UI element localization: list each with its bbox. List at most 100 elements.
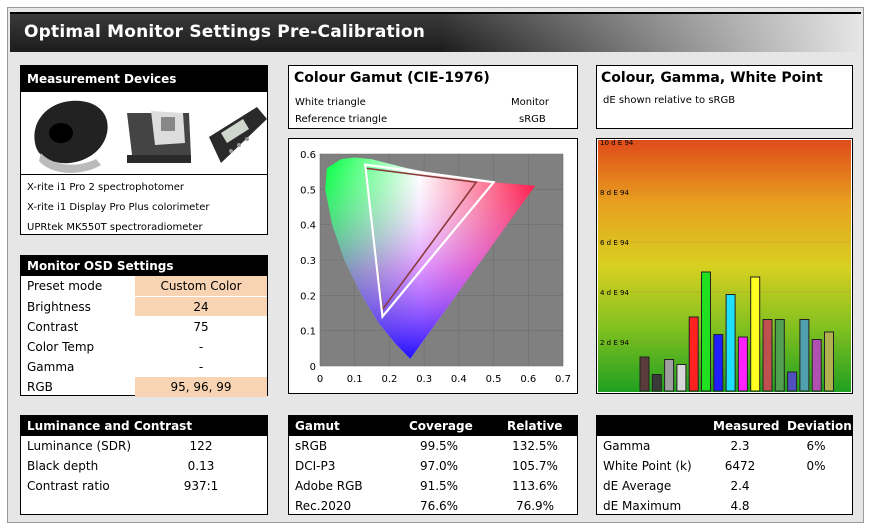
cgw-subtitle: dE shown relative to sRGB xyxy=(603,95,736,106)
x-tick-label: 0.3 xyxy=(416,374,432,385)
x-tick-label: 0.7 xyxy=(555,374,571,385)
luminance-row: Luminance (SDR) 122 xyxy=(21,436,267,456)
de-bar xyxy=(664,359,675,392)
osd-setting-label: Color Temp xyxy=(27,340,95,354)
de-bar xyxy=(824,331,834,392)
gamut-coverage: 99.5% xyxy=(419,439,459,453)
de-bar xyxy=(688,316,699,392)
osd-settings-header: Monitor OSD Settings xyxy=(21,256,267,276)
luminance-row: Contrast ratio 937:1 xyxy=(21,476,267,496)
luminance-label: Black depth xyxy=(27,459,99,473)
y-tick-label: 8 d E 94 xyxy=(600,189,629,197)
device-item: UPRtek MK550T spectroradiometer xyxy=(21,218,267,238)
measurement-label: dE Maximum xyxy=(603,499,682,513)
gamut-row: Adobe RGB 91.5% 113.6% xyxy=(289,476,577,496)
de-bar xyxy=(651,374,662,392)
measurement-value: 6472 xyxy=(724,459,756,473)
de-bar xyxy=(725,294,736,392)
osd-setting-row: Contrast 75 xyxy=(21,316,267,337)
measurement-table-header: Measured Deviation xyxy=(597,416,852,436)
de-bar xyxy=(713,334,724,392)
gamut-title-panel: Colour Gamut (CIE-1976) White triangle M… xyxy=(288,65,578,129)
y-tick-label: 0.2 xyxy=(300,291,316,302)
gamut-name: Rec.2020 xyxy=(295,499,352,513)
gamut-relative: 105.7% xyxy=(512,459,558,473)
de-bar-chart: 2 d E 94 4 d E 94 6 d E 94 8 d E 94 10 d E 9… xyxy=(598,139,851,392)
de-bar xyxy=(799,319,810,392)
gamut-legend-row: White triangle Monitor xyxy=(289,93,577,113)
measurement-row: White Point (k) 6472 0% xyxy=(597,456,852,476)
osd-setting-label: RGB xyxy=(27,380,53,394)
luminance-value: 937:1 xyxy=(183,479,219,493)
cie-chart: 0 0.1 0.2 0.3 0.4 0.5 0.6 0.7 0 0.1 0.2 0.3 0.4 0.5 0.… xyxy=(300,150,571,385)
relative-col-header: Relative xyxy=(507,419,563,433)
colorimeter-device xyxy=(127,111,191,163)
de-bar xyxy=(737,336,748,392)
de-bar xyxy=(774,319,785,392)
osd-setting-value: 24 xyxy=(135,297,267,317)
devices-divider xyxy=(21,174,267,175)
osd-setting-value: 75 xyxy=(193,320,209,334)
measurement-value: 2.4 xyxy=(730,479,750,493)
measurement-devices-header: Measurement Devices xyxy=(21,66,267,92)
cgw-title: Colour, Gamma, White Point xyxy=(601,70,823,86)
gamut-row: Rec.2020 76.6% 76.9% xyxy=(289,496,577,516)
osd-setting-row: RGB 95, 96, 99 xyxy=(21,376,267,397)
gamut-coverage: 91.5% xyxy=(419,479,459,493)
devices-image xyxy=(34,100,267,173)
y-tick-label: 0.4 xyxy=(300,221,316,232)
title-bar: Optimal Monitor Settings Pre-Calibration xyxy=(10,12,861,52)
osd-setting-value: 95, 96, 99 xyxy=(135,377,267,397)
device-label: X-rite i1 Pro 2 spectrophotomer xyxy=(27,182,184,193)
gamut-name: Adobe RGB xyxy=(295,479,363,493)
legend-value: Monitor xyxy=(511,97,550,108)
measurement-row: dE Average 2.4 xyxy=(597,476,852,496)
x-tick-label: 0.2 xyxy=(381,374,397,385)
luminance-label: Contrast ratio xyxy=(27,479,110,493)
monitor-triangle xyxy=(363,163,496,320)
measurement-deviation: 0% xyxy=(806,459,826,473)
x-tick-label: 0.5 xyxy=(486,374,502,385)
x-tick-label: 0.6 xyxy=(520,374,536,385)
measurement-panel: Measured Deviation Gamma 2.3 6% White Point… xyxy=(596,415,853,515)
page-title: Optimal Monitor Settings Pre-Calibration xyxy=(24,22,426,42)
luminance-value: 122 xyxy=(189,439,213,453)
measurement-devices-panel: Measurement Devices X-rite i1 Pro 2 spec… xyxy=(20,65,268,235)
measurement-deviation xyxy=(787,496,845,516)
luminance-label: Luminance (SDR) xyxy=(27,439,132,453)
gamut-chart-title: Colour Gamut (CIE-1976) xyxy=(294,70,490,86)
luminance-row: Black depth 0.13 xyxy=(21,456,267,476)
spectrophotometer-device xyxy=(34,100,108,173)
y-tick-label: 2 d E 94 xyxy=(600,339,629,347)
coverage-col-header: Coverage xyxy=(409,419,473,433)
x-tick-label: 0.1 xyxy=(347,374,363,385)
gamut-row: DCI-P3 97.0% 105.7% xyxy=(289,456,577,476)
osd-setting-label: Preset mode xyxy=(27,279,103,293)
luminance-value: 0.13 xyxy=(187,459,215,473)
osd-setting-value: - xyxy=(198,340,204,354)
osd-setting-row: Color Temp - xyxy=(21,336,267,357)
legend-label: White triangle xyxy=(295,97,366,108)
luminance-header: Luminance and Contrast xyxy=(21,416,267,436)
gamut-row: sRGB 99.5% 132.5% xyxy=(289,436,577,456)
y-tick-label: 10 d E 94 xyxy=(600,139,634,147)
osd-setting-label: Gamma xyxy=(27,360,75,374)
measurement-row: dE Maximum 4.8 xyxy=(597,496,852,516)
y-tick-label: 0 xyxy=(310,362,316,373)
y-tick-label: 0.1 xyxy=(300,327,316,338)
gamut-col-header: Gamut xyxy=(295,419,340,433)
de-bar xyxy=(811,339,822,392)
de-chart-panel: 2 d E 94 4 d E 94 6 d E 94 8 d E 94 10 d E 9… xyxy=(596,138,853,394)
de-bar xyxy=(676,364,687,392)
gamut-table-header: Gamut Coverage Relative xyxy=(289,416,577,436)
y-tick-label: 6 d E 94 xyxy=(600,239,629,247)
gamut-relative: 132.5% xyxy=(512,439,558,453)
cie-chart-panel: 0 0.1 0.2 0.3 0.4 0.5 0.6 0.7 0 0.1 0.2 0.3 0.4 0.5 0.… xyxy=(288,138,578,394)
osd-settings-panel: Monitor OSD Settings Preset mode Custom C… xyxy=(20,255,268,397)
measured-col-header: Measured xyxy=(713,419,780,433)
device-item: X-rite i1 Display Pro Plus colorimeter xyxy=(21,198,267,218)
measurement-value: 2.3 xyxy=(730,439,750,453)
osd-setting-label: Contrast xyxy=(27,320,79,334)
measurement-label: Gamma xyxy=(603,439,651,453)
measurement-label: White Point (k) xyxy=(603,459,692,473)
